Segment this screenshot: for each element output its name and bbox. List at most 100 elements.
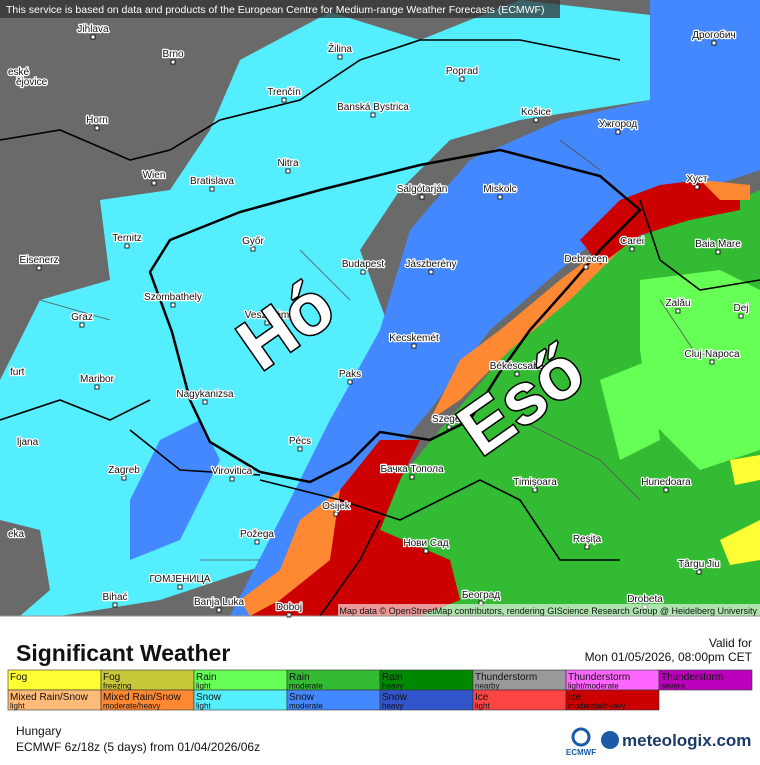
city-dot xyxy=(497,194,503,200)
city-dot xyxy=(423,548,429,554)
city-label: Debrecen xyxy=(564,254,607,265)
city-label: Bihać xyxy=(102,592,127,603)
city-label: Osijek xyxy=(322,501,351,512)
city-dot xyxy=(281,97,287,103)
city-dot xyxy=(428,269,434,275)
city-dot xyxy=(514,371,520,377)
city-dot xyxy=(202,399,208,405)
city-label: Бачка Топола xyxy=(380,464,444,475)
city-dot xyxy=(711,40,717,46)
city-dot xyxy=(121,475,127,481)
land-gray xyxy=(0,520,50,616)
legend-title: Significant Weather xyxy=(16,640,230,666)
city-label: Békéscsaba xyxy=(490,361,545,372)
legend-sublabel: light xyxy=(10,702,25,711)
legend-label: Mixed Rain/Snow xyxy=(103,692,182,703)
legend-label: Snow xyxy=(196,692,222,703)
city-dot xyxy=(675,308,681,314)
city-label: Paks xyxy=(339,369,361,380)
city-label: Pécs xyxy=(289,436,311,447)
city-dot xyxy=(286,612,292,618)
city-label: Miskolc xyxy=(483,184,516,195)
city-dot xyxy=(297,446,303,452)
legend-swatch xyxy=(658,669,753,691)
legend-label: Snow xyxy=(382,692,408,703)
city-label: Poprad xyxy=(446,66,478,77)
city-dot xyxy=(94,384,100,390)
legend: Fog FogfreezingRainlightRainmoderateRainh… xyxy=(7,669,753,711)
city-dot xyxy=(250,246,256,252)
city-label: Maribor xyxy=(80,374,115,385)
fog xyxy=(730,455,760,485)
legend-label: Ice xyxy=(475,692,489,703)
ice-heavy xyxy=(580,180,740,265)
rain-light xyxy=(640,270,760,470)
city-label: Banja Luka xyxy=(194,597,244,608)
region-border xyxy=(39,139,701,561)
city-label: Salgótarján xyxy=(397,184,448,195)
city-label: furt xyxy=(10,367,25,378)
city-dot xyxy=(584,544,590,550)
city-labels: Jihlava Brno Žilina Poprad Дрогобич eskéějovi… xyxy=(7,23,750,618)
city-label: Zalău xyxy=(665,298,690,309)
notice-bg xyxy=(0,0,560,18)
legend-sublabel: heavy xyxy=(382,682,403,691)
legend-sublabel: heavy xyxy=(382,702,403,711)
legend-label: Mixed Rain/Snow xyxy=(10,692,89,703)
land-gray xyxy=(0,0,60,80)
snow-moderate xyxy=(130,420,220,560)
legend-sublabel: moderate/heavy xyxy=(568,702,625,711)
city-dot xyxy=(170,302,176,308)
city-dot xyxy=(36,265,42,271)
city-label: ljana xyxy=(17,437,39,448)
city-label: Nagykanizsa xyxy=(176,389,234,400)
brand: meteologix.com xyxy=(622,731,751,750)
city-label: Eisenerz xyxy=(20,255,59,266)
ecmwf: ECMWF xyxy=(566,748,596,757)
city-label: Banská Bystrica xyxy=(337,102,409,113)
city-label: Dej xyxy=(733,303,748,314)
city-label: Győr xyxy=(242,236,264,247)
city-label: Trenčín xyxy=(267,87,301,98)
city-label: Београд xyxy=(462,590,500,601)
city-label: Doboj xyxy=(276,602,302,613)
legend-sublabel: severe xyxy=(661,682,686,691)
city-label: Wien xyxy=(143,170,166,181)
city-dot xyxy=(79,322,85,328)
city-dot xyxy=(411,343,417,349)
city-dot xyxy=(112,602,118,608)
city-label: Požega xyxy=(240,529,274,540)
legend-label: Ice xyxy=(568,692,582,703)
legend-sublabel: nearby xyxy=(475,682,499,691)
city-dot xyxy=(663,487,669,493)
city-label: Brno xyxy=(162,49,184,60)
city-label: Нови Сад xyxy=(403,538,448,549)
city-label: Дрогобич xyxy=(692,29,735,41)
city-dot xyxy=(90,34,96,40)
map: Jihlava Brno Žilina Poprad Дрогобич eskéějovi… xyxy=(0,0,760,618)
city-dot xyxy=(694,184,700,190)
city-label: Baia Mare xyxy=(695,239,741,250)
city-label: Jászberény xyxy=(405,259,456,270)
city-label: Szombathely xyxy=(144,292,202,303)
city-dot xyxy=(285,168,291,174)
region: Hungary xyxy=(16,724,61,738)
brand-logo xyxy=(601,731,619,749)
city-dot xyxy=(216,607,222,613)
legend-sublabel: freezing xyxy=(103,682,131,691)
city-label: Bratislava xyxy=(190,176,234,187)
legend-label: Rain xyxy=(382,672,403,683)
city-label: eské xyxy=(8,67,30,78)
city-dot xyxy=(337,54,343,60)
city-dot xyxy=(446,424,452,430)
city-dot xyxy=(370,112,376,118)
city-dot xyxy=(409,474,415,480)
mixed-heavy xyxy=(700,180,750,200)
legend-label: Rain xyxy=(289,672,310,683)
country-border xyxy=(148,148,642,484)
city-dot xyxy=(583,264,589,270)
city-label: Kecskemét xyxy=(389,333,439,344)
fog xyxy=(720,520,760,565)
city-label: Carei xyxy=(620,236,644,247)
city-dot xyxy=(532,487,538,493)
